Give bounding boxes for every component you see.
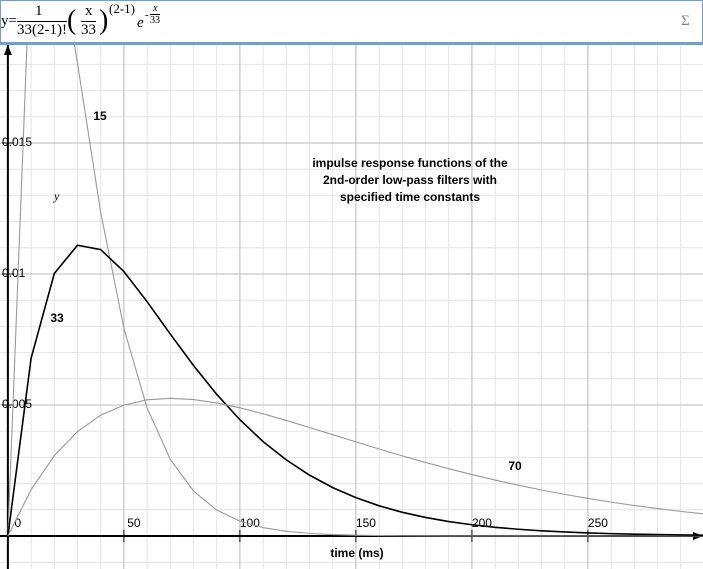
x-tick-label: 100 xyxy=(240,516,260,530)
x-tick-label: 250 xyxy=(588,516,608,530)
arrow xyxy=(3,45,12,55)
equation-button[interactable]: Σ xyxy=(681,13,690,29)
formula-numerator: 1 xyxy=(35,3,43,19)
y-tick-label: 0.015 xyxy=(2,135,32,149)
curve xyxy=(7,397,703,537)
annotation: specified time constants xyxy=(340,190,480,204)
paren: ) xyxy=(99,5,109,36)
formula-power: (2-1) xyxy=(109,1,135,16)
curve-label: 15 xyxy=(93,109,107,123)
exp-sign: - xyxy=(145,9,149,21)
exp-denominator: 33 xyxy=(150,14,160,26)
inner-numerator: x xyxy=(85,3,93,19)
paren: ( xyxy=(67,5,77,36)
annotation: impulse response functions of the xyxy=(312,156,508,170)
annotation: 2nd-order low-pass filters with xyxy=(323,173,497,187)
curve-label: 70 xyxy=(508,459,522,473)
curve xyxy=(7,45,703,537)
x-tick-label: 50 xyxy=(127,516,141,530)
formula-lhs: y= xyxy=(1,13,17,29)
chart: 0 50 100 150 200 250 0.005 0.01 0.015 15 33 70 impul… xyxy=(0,45,703,569)
formula-base: e xyxy=(137,15,144,31)
y-label: y xyxy=(53,189,60,203)
y-tick-label: 0.005 xyxy=(2,397,32,411)
x-tick-label: 0 xyxy=(15,516,22,530)
x-tick-label: 200 xyxy=(472,516,492,530)
y-tick-label: 0.01 xyxy=(2,266,26,280)
curve-label: 33 xyxy=(50,311,64,325)
x-tick-label: 150 xyxy=(356,516,376,530)
curve xyxy=(7,244,703,537)
formula-denominator: 33(2-1)! xyxy=(17,21,67,38)
x-label: time (ms) xyxy=(330,546,383,560)
formula-bar[interactable]: y= 1 33(2-1)! ( x 33 ) (2-1) e - x 33 Σ xyxy=(0,0,703,45)
inner-denominator: 33 xyxy=(81,21,96,38)
exp-numerator: x xyxy=(153,3,158,14)
